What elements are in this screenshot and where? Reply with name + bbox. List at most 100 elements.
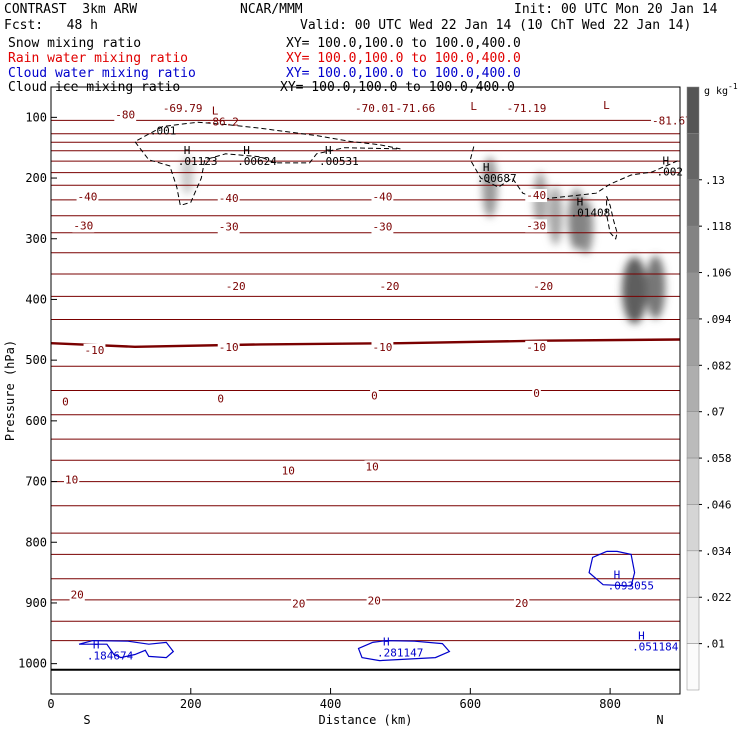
extremum-marker: H — [184, 144, 191, 157]
x-tick-label: 0 — [47, 697, 54, 711]
y-tick-label: 600 — [25, 414, 47, 428]
temperature-label: -20 — [533, 280, 553, 293]
temperature-label: -20 — [226, 280, 246, 293]
colorbar-unit: g kg — [704, 86, 728, 97]
colorbar-swatch — [686, 596, 700, 644]
colorbar-tick-label: .07 — [705, 406, 725, 419]
extremum-value: .184674 — [87, 649, 134, 662]
temperature-label: -70.01 — [355, 102, 395, 115]
organization: NCAR/MMM — [240, 2, 303, 17]
extremum-value: .051184 — [632, 640, 679, 653]
south-label: S — [83, 713, 90, 727]
colorbar-swatch — [686, 504, 700, 552]
extremum-marker: H — [383, 635, 390, 648]
field-label-rain: Rain water mixing ratio — [8, 51, 189, 66]
temperature-label: -20 — [379, 280, 399, 293]
cloud-ice-contour — [606, 196, 618, 240]
colorbar-swatch — [686, 225, 700, 273]
colorbar-swatch — [686, 179, 700, 227]
y-axis-label: Pressure (hPa) — [3, 340, 17, 441]
temperature-label: -30 — [372, 221, 392, 234]
extremum-marker: H — [483, 161, 490, 174]
field-label-cloud-water: Cloud water mixing ratio — [8, 66, 196, 81]
colorbar-tick-label: .106 — [705, 267, 732, 280]
valid-time: Valid: 00 UTC Wed 22 Jan 14 (10 ChT Wed … — [300, 18, 692, 33]
cloud-ice-contours — [134, 121, 680, 240]
colorbar-tick-label: .13 — [705, 174, 725, 187]
temperature-label: 0 — [62, 395, 69, 408]
extremum-value: .01123 — [178, 155, 218, 168]
extremum-marker: H — [577, 195, 584, 208]
colorbar-tick-label: .082 — [705, 359, 732, 372]
north-label: N — [656, 713, 663, 727]
x-tick-label: 600 — [459, 697, 481, 711]
extremum-marker: H — [663, 155, 670, 168]
temperature-label: -10 — [85, 344, 105, 357]
colorbar-tick-label: .034 — [705, 545, 732, 558]
temperature-label: 20 — [292, 598, 305, 611]
x-tick-label: 800 — [599, 697, 621, 711]
field-label-cloud-ice: Cloud ice mixing ratio — [8, 80, 181, 95]
temperature-label: 0 — [533, 387, 540, 400]
temperature-label: 20 — [368, 595, 381, 608]
y-tick-label: 200 — [25, 171, 47, 185]
cloud-water-contours — [78, 550, 636, 662]
cloud-water-contour — [78, 639, 175, 659]
colorbar-unit-exponent: -1 — [728, 82, 738, 91]
temperature-label: -80 — [115, 108, 135, 121]
snow-patch — [180, 155, 194, 195]
colorbar-swatch — [686, 86, 700, 134]
temperature-label: -40 — [526, 189, 546, 202]
extremum-value: .00624 — [237, 155, 277, 168]
plot-frame — [50, 86, 681, 695]
colorbar-tick-label: .118 — [705, 220, 732, 233]
temperature-contour — [51, 338, 680, 349]
extremum-value: .00531 — [319, 155, 359, 168]
field-label-snow: Snow mixing ratio — [8, 36, 142, 51]
cloud-water-contour — [588, 550, 636, 587]
temperature-label: -40 — [372, 190, 392, 203]
y-tick-label: 500 — [25, 353, 47, 367]
snow-patch — [621, 256, 648, 324]
field-xy-cloud-water: XY= 100.0,100.0 to 100.0,400.0 — [286, 66, 521, 81]
y-tick-label: 700 — [25, 475, 47, 489]
y-tick-label: 400 — [25, 292, 47, 306]
extremum-value: -86.2 — [206, 115, 239, 128]
temperature-label: -71.66 — [396, 102, 436, 115]
y-tick-label: 800 — [25, 535, 47, 549]
colorbar-swatch — [686, 272, 700, 320]
init-time: Init: 00 UTC Mon 20 Jan 14 — [514, 2, 718, 17]
cloud-ice-contour — [469, 146, 680, 200]
temperature-label: 20 — [515, 597, 528, 610]
temperature-label: -10 — [219, 341, 239, 354]
temperature-label: -71.19 — [507, 102, 547, 115]
temperature-label: -10 — [526, 341, 546, 354]
temperature-label: 0 — [371, 389, 378, 402]
extremum-value: .001 — [150, 124, 177, 137]
colorbar: .01 .022 .034 .046 .058 .07 .082 .094 .106 .118 .1… — [686, 82, 738, 691]
cloud-water-contour — [357, 639, 451, 662]
temperature-label: -69.79 — [163, 102, 203, 115]
temperature-label: 20 — [71, 588, 84, 601]
x-axis-label: Distance (km) — [319, 713, 413, 727]
extremum-marker: L — [603, 99, 610, 112]
temperature-contours — [51, 119, 680, 642]
extremum-marker: H — [638, 629, 645, 642]
extremum-marker: H — [243, 144, 250, 157]
colorbar-swatch — [686, 318, 700, 366]
y-tick-label: 100 — [25, 110, 47, 124]
snow-patch — [645, 255, 666, 319]
extremum-marker: L — [212, 104, 219, 117]
y-tick-label: 900 — [25, 596, 47, 610]
extremum-value: .00687 — [477, 172, 517, 185]
temperature-label: -10 — [372, 341, 392, 354]
extremum-value: .002 — [657, 166, 684, 179]
temperature-label: -30 — [526, 219, 546, 232]
field-xy-rain: XY= 100.0,100.0 to 100.0,400.0 — [286, 51, 521, 66]
colorbar-swatch — [686, 643, 700, 691]
extremum-value: .093055 — [608, 580, 654, 593]
temperature-label: 10 — [366, 460, 379, 473]
extremum-value: .281147 — [377, 646, 423, 659]
colorbar-swatch — [686, 550, 700, 598]
temperature-label: -30 — [73, 219, 93, 232]
